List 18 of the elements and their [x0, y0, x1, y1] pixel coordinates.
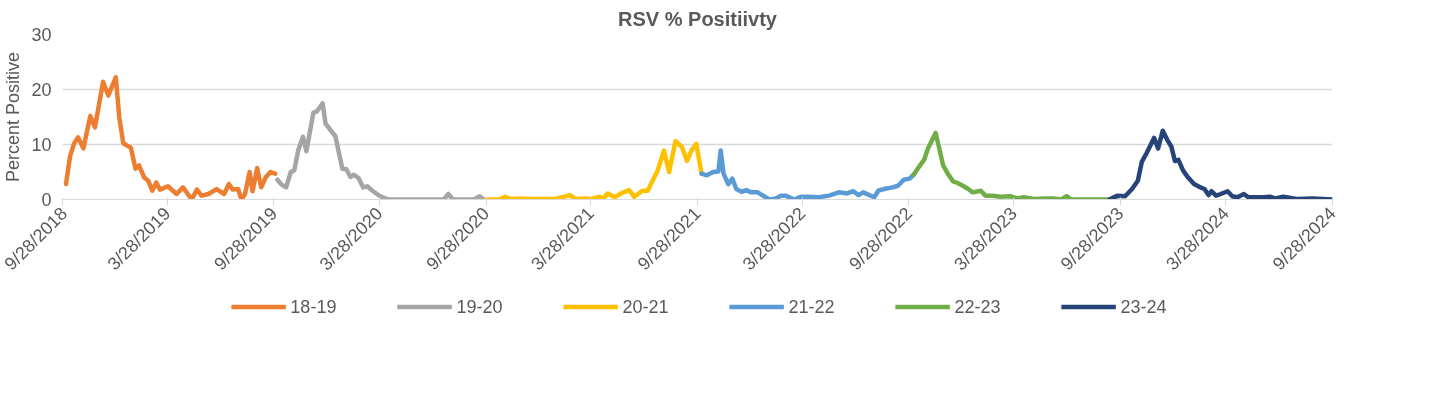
line-series — [1107, 128, 1333, 200]
line-series — [275, 101, 486, 200]
line-series — [699, 148, 916, 200]
y-axis-title: Percent Positive — [3, 51, 24, 183]
legend-label: 20-21 — [622, 296, 669, 317]
legend-label: 22-23 — [954, 296, 1001, 317]
chart-title: RSV % Positiivty — [618, 7, 778, 30]
legend-label: 18-19 — [290, 296, 337, 317]
legend-label: 21-22 — [788, 296, 835, 317]
line-series — [483, 138, 704, 200]
y-tick-label: 20 — [31, 80, 52, 100]
y-tick-label: 10 — [31, 135, 52, 155]
line-series — [911, 130, 1119, 200]
legend-label: 23-24 — [1120, 296, 1167, 317]
line-series — [63, 75, 278, 200]
y-tick-label: 0 — [41, 190, 52, 210]
legend-label: 19-20 — [456, 296, 503, 317]
y-tick-label: 30 — [31, 25, 52, 45]
